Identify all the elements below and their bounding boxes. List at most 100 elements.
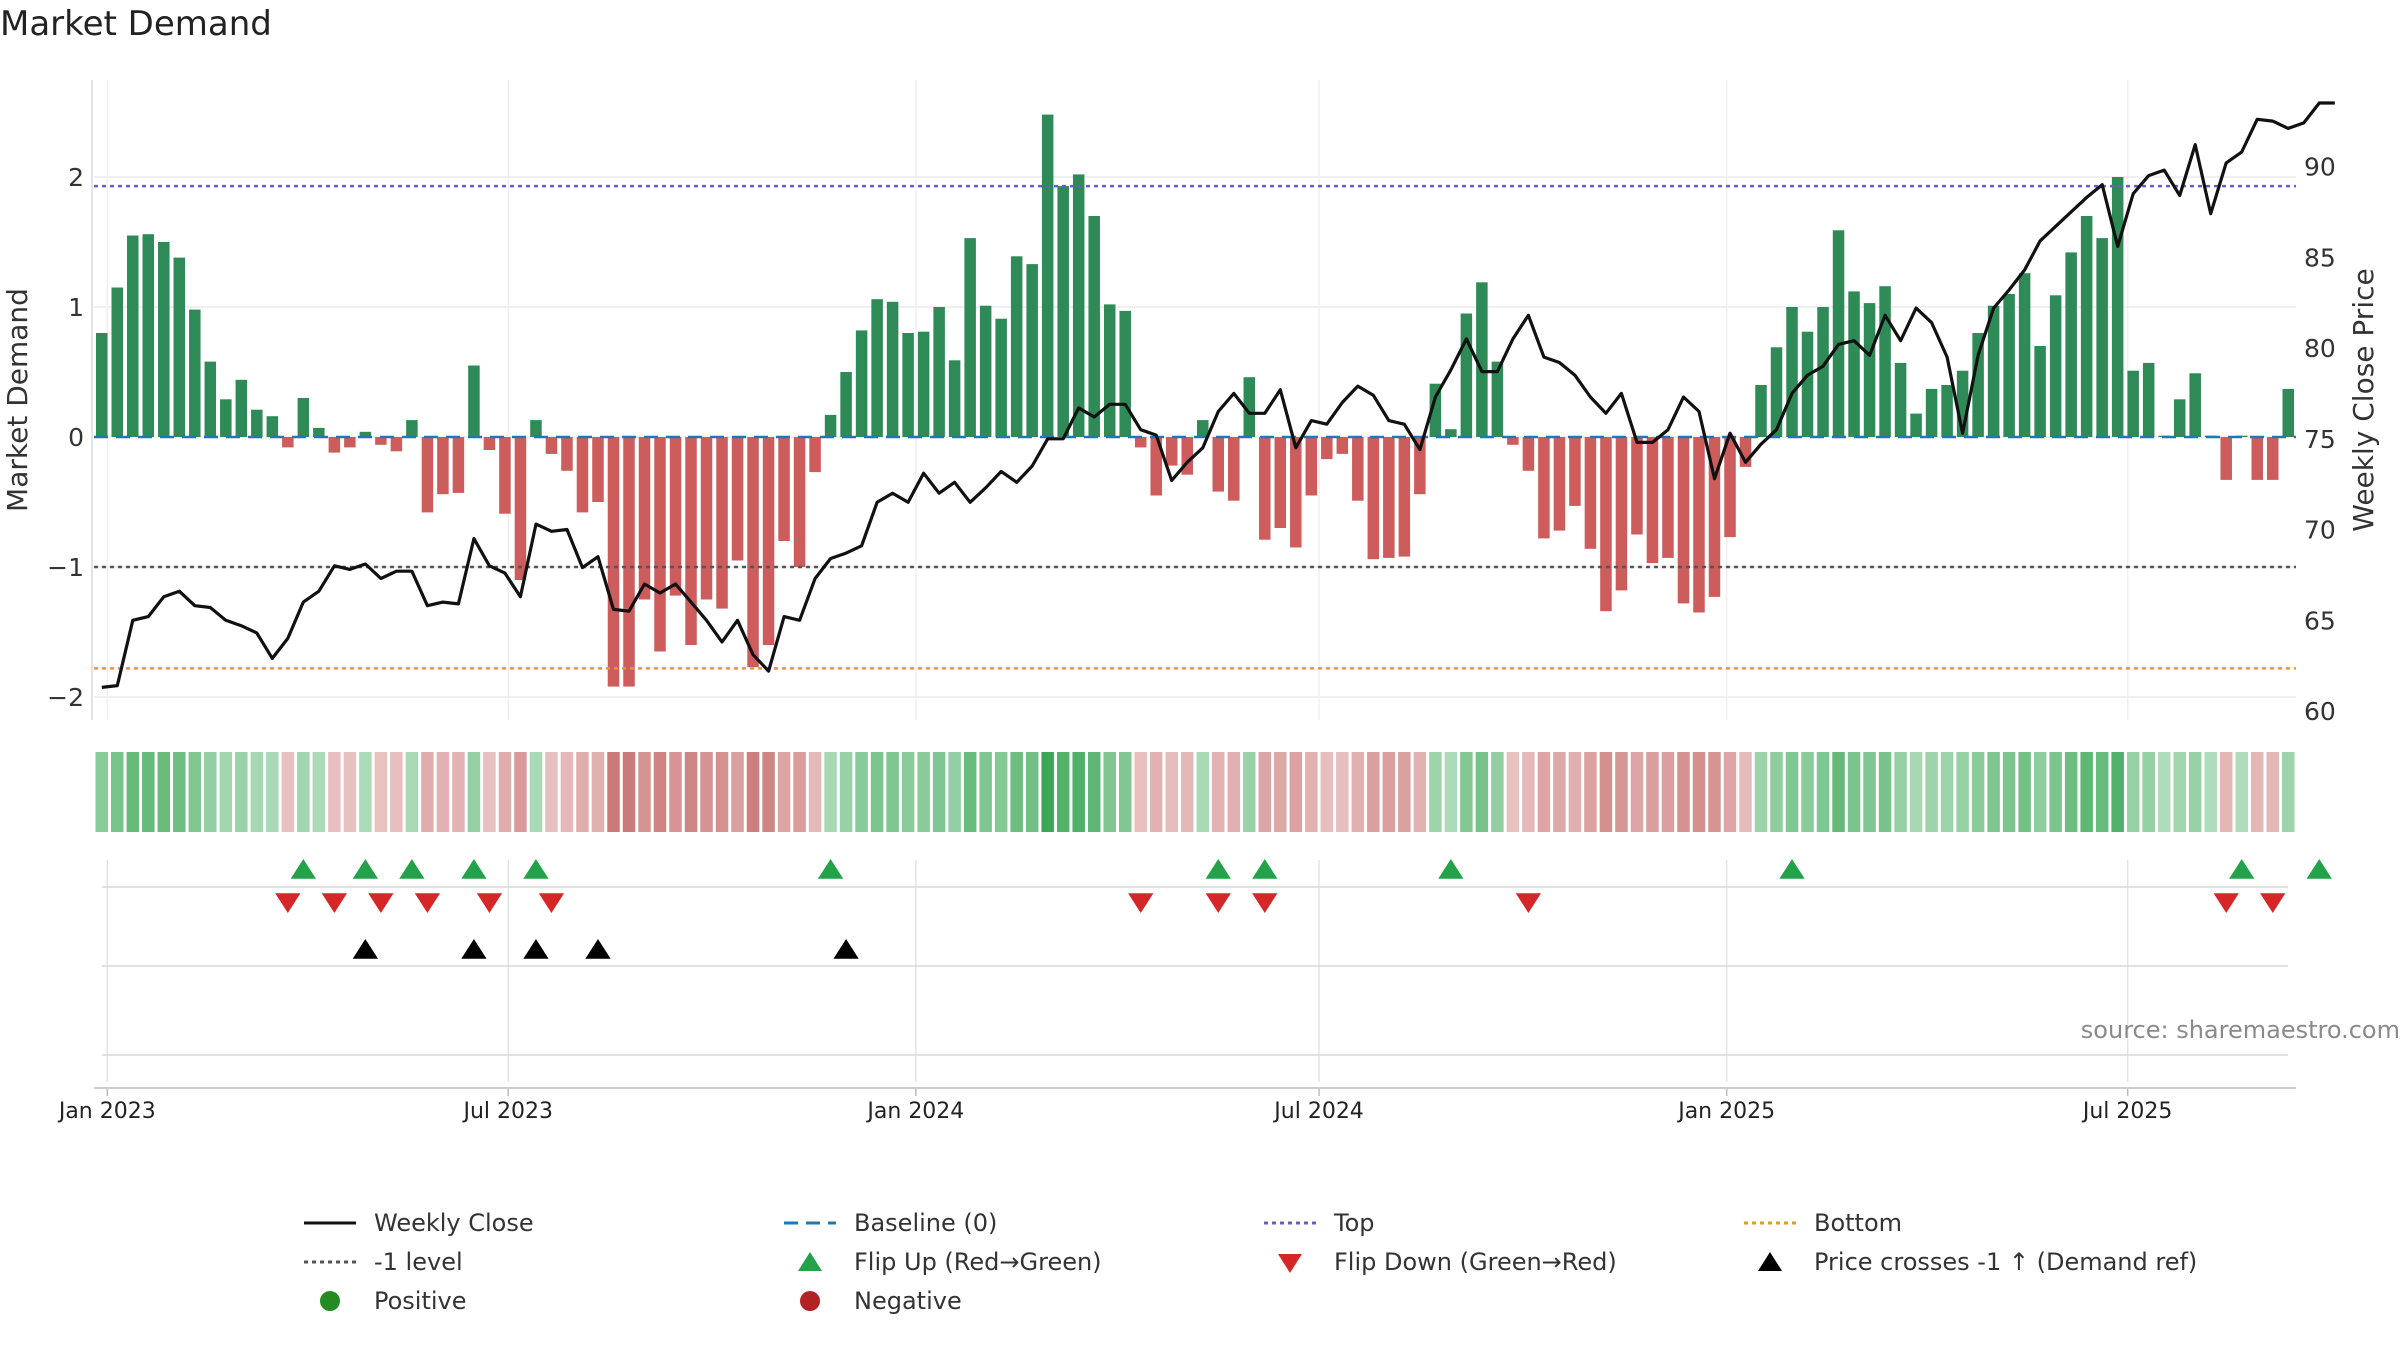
heat-cell xyxy=(2142,752,2155,832)
y-tick-label-right: 60 xyxy=(2304,697,2336,726)
heat-cell xyxy=(1832,752,1845,832)
event-markers-layer xyxy=(275,859,2332,959)
flip-up-marker xyxy=(352,859,379,879)
demand-bar xyxy=(158,242,170,437)
demand-bar xyxy=(964,238,976,437)
heat-cell xyxy=(467,752,481,832)
heat-cell xyxy=(808,752,822,832)
demand-bar xyxy=(1817,307,1829,437)
demand-bar xyxy=(1367,437,1380,560)
heat-cell xyxy=(653,752,667,832)
demand-bar xyxy=(2049,295,2062,437)
y-axis-title-left: Market Demand xyxy=(1,288,34,512)
heat-cell xyxy=(2111,752,2124,832)
demand-bar xyxy=(1088,216,1100,437)
legend-symbol-positive xyxy=(320,1290,340,1311)
demand-bar xyxy=(2266,437,2279,480)
demand-bar xyxy=(1600,437,1612,612)
heat-cell xyxy=(2126,752,2140,832)
legend-item-bottom: Bottom xyxy=(1740,1206,2220,1239)
demand-bar xyxy=(1646,437,1659,564)
demand-bar xyxy=(1925,388,1938,437)
heat-cell xyxy=(1692,752,1706,832)
heat-cell xyxy=(2002,752,2016,832)
heat-cell xyxy=(591,752,605,832)
demand-bar xyxy=(297,398,310,437)
demand-bar xyxy=(902,333,914,437)
heat-cell xyxy=(111,752,124,832)
demand-bar xyxy=(607,437,620,687)
flip-down-marker xyxy=(476,893,503,913)
y-tick-label-left: 0 xyxy=(68,423,84,452)
demand-bar xyxy=(204,361,217,437)
demand-bar xyxy=(2080,216,2093,437)
demand-bar xyxy=(1987,305,2000,437)
heat-cell xyxy=(1289,752,1303,832)
heat-cell xyxy=(917,752,930,832)
heat-cell xyxy=(1212,752,1225,832)
demand-bar xyxy=(235,379,248,437)
demand-bar xyxy=(2111,177,2124,437)
heat-cell xyxy=(142,752,155,832)
demand-bar xyxy=(1429,383,1442,437)
legend-label: Top xyxy=(1334,1208,1375,1237)
x-tick-label: Jan 2023 xyxy=(57,1099,156,1124)
heat-cell xyxy=(1041,752,1054,832)
heat-cell xyxy=(1243,752,1256,832)
demand-bar xyxy=(685,437,697,645)
demand-bar xyxy=(406,420,418,437)
heat-cell xyxy=(545,752,558,832)
heat-cell xyxy=(1584,752,1597,832)
demand-bar xyxy=(421,437,434,513)
heat-cell xyxy=(1382,752,1396,832)
heat-cell xyxy=(560,752,574,832)
heat-cell xyxy=(2204,752,2217,832)
heat-cell xyxy=(1894,752,1907,832)
demand-bar xyxy=(1398,437,1411,557)
heat-cell xyxy=(1522,752,1535,832)
heat-cell xyxy=(1537,752,1551,832)
heat-cell xyxy=(1878,752,1892,832)
price-cross-marker xyxy=(352,939,379,959)
demand-bar xyxy=(1739,437,1752,467)
demand-bar xyxy=(1724,437,1736,538)
heat-cell xyxy=(1956,752,1969,832)
legend-label: Price crosses -1 ↑ (Demand ref) xyxy=(1814,1247,2198,1276)
heat-cell xyxy=(2173,752,2186,832)
flip-up-marker xyxy=(2229,859,2255,879)
demand-bar xyxy=(1119,310,1131,437)
demand-bar xyxy=(871,299,883,437)
demand-bar xyxy=(2065,252,2077,437)
legend-label: Negative xyxy=(854,1286,962,1315)
legend-label: Baseline (0) xyxy=(854,1208,998,1237)
heat-cell xyxy=(622,752,636,832)
flip-up-marker xyxy=(2306,859,2332,879)
demand-bar xyxy=(328,437,341,453)
demand-bar xyxy=(824,414,837,437)
heat-cell xyxy=(405,752,419,832)
heat-cell xyxy=(95,752,109,832)
demand-bar xyxy=(266,416,279,437)
heat-cell xyxy=(700,752,713,832)
heat-cell xyxy=(126,752,140,832)
heat-cell xyxy=(1661,752,1675,832)
demand-bar xyxy=(1538,437,1550,539)
heat-cell xyxy=(374,752,388,832)
heat-cell xyxy=(1599,752,1613,832)
heat-cell xyxy=(1785,752,1799,832)
heat-cell xyxy=(1149,752,1163,832)
demand-bar xyxy=(1801,331,1814,437)
heat-cell xyxy=(1739,752,1752,832)
heat-cell xyxy=(1506,752,1520,832)
demand-bar xyxy=(2173,399,2186,437)
demand-bar xyxy=(855,330,868,437)
heat-cell xyxy=(421,752,434,832)
heat-cell xyxy=(436,752,450,832)
heat-cell xyxy=(731,752,744,832)
demand-bar xyxy=(514,437,527,580)
demand-bar xyxy=(778,437,790,541)
heat-cell xyxy=(204,752,217,832)
heat-cell xyxy=(1863,752,1876,832)
demand-bar xyxy=(1786,307,1798,437)
flip-down-marker xyxy=(275,893,301,913)
